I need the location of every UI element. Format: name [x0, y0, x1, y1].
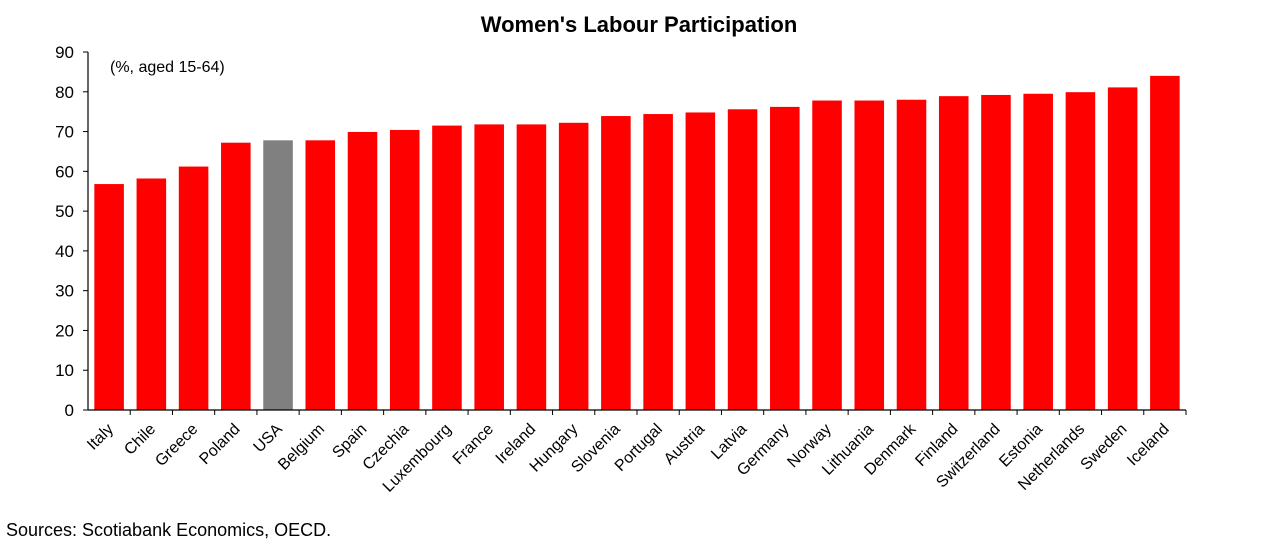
chart-title: Women's Labour Participation: [481, 12, 798, 37]
x-tick-label: USA: [251, 421, 287, 457]
bar-latvia: [727, 109, 758, 410]
bar-lithuania: [854, 100, 885, 410]
bar-norway: [812, 100, 842, 410]
bar-hungary: [558, 122, 589, 411]
axes-layer: [83, 51, 1187, 415]
y-tick-label: 0: [65, 401, 74, 420]
y-tick-label: 80: [55, 83, 74, 102]
source-note: Sources: Scotiabank Economics, OECD.: [6, 520, 332, 540]
bar-france: [474, 124, 504, 411]
bar-spain: [347, 131, 378, 410]
y-tick-label: 20: [55, 321, 74, 340]
x-tick-label: Austria: [661, 421, 708, 468]
x-tick-label: Belgium: [275, 421, 328, 474]
y-tick-label: 40: [55, 242, 74, 261]
bar-greece: [178, 166, 209, 410]
chart-subtitle: (%, aged 15-64): [110, 59, 225, 76]
bar-portugal: [643, 114, 673, 411]
bar-denmark: [896, 99, 927, 410]
bar-italy: [94, 184, 124, 410]
bar-austria: [685, 112, 716, 411]
x-tick-label: Italy: [84, 421, 117, 454]
bar-germany: [770, 106, 800, 410]
y-tick-label: 50: [55, 202, 74, 221]
x-tick-label: Chile: [121, 421, 159, 459]
y-tick-label: 60: [55, 162, 74, 181]
y-tick-label: 10: [55, 361, 74, 380]
x-tick-label: Greece: [152, 421, 201, 470]
bar-switzerland: [981, 94, 1011, 411]
bar-poland: [221, 142, 251, 410]
bar-usa: [263, 140, 293, 410]
x-tick-label: France: [450, 421, 497, 468]
y-tick-label: 30: [55, 282, 74, 301]
bars-layer: [94, 75, 1180, 411]
bar-luxembourg: [432, 125, 462, 410]
x-tick-label: Iceland: [1124, 421, 1173, 470]
x-tick-label: Portugal: [612, 421, 666, 475]
bar-sweden: [1107, 87, 1138, 411]
bar-slovenia: [601, 116, 631, 410]
bar-netherlands: [1065, 92, 1096, 411]
x-tick-label: Sweden: [1078, 421, 1131, 474]
bar-ireland: [516, 124, 547, 411]
y-tick-label: 90: [55, 43, 74, 62]
bar-czechia: [389, 129, 420, 410]
bar-finland: [938, 96, 969, 411]
y-tick-label: 70: [55, 123, 74, 142]
bar-iceland: [1150, 75, 1180, 411]
x-tick-label: Poland: [196, 421, 243, 468]
bar-belgium: [305, 140, 336, 410]
bar-estonia: [1023, 93, 1053, 411]
x-tick-label: Spain: [329, 421, 370, 462]
bar-chile: [136, 178, 167, 410]
